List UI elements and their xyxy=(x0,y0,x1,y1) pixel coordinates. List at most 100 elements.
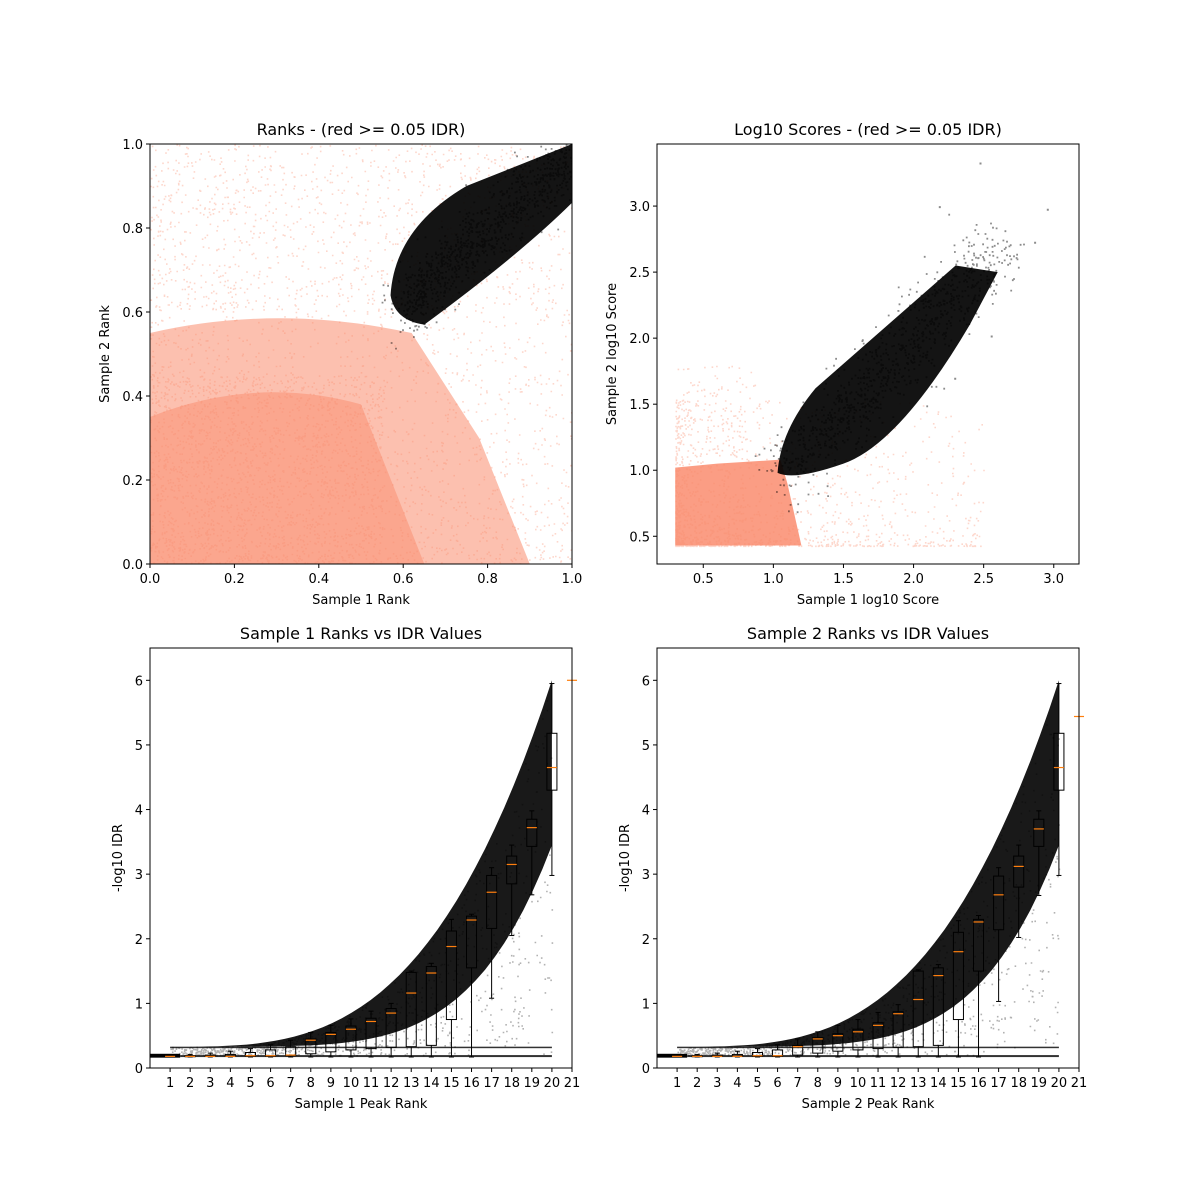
x-tick-label: 12 xyxy=(890,1076,907,1091)
x-tick-label: 10 xyxy=(343,1076,360,1091)
x-tick-label: 16 xyxy=(970,1076,987,1091)
x-axis-ticks: 0.5 1.0 1.5 2.0 2.5 3.0 xyxy=(693,564,1064,587)
chart-title: Ranks - (red >= 0.05 IDR) xyxy=(257,120,466,139)
box xyxy=(425,966,437,1046)
x-tick-label: 17 xyxy=(483,1076,500,1091)
x-tick-label: 21 xyxy=(1071,1076,1088,1091)
boxplot xyxy=(1013,844,1025,938)
axes-frame xyxy=(149,647,573,1069)
panel-sample2-idr: Sample 2 Ranks vs IDR Values 1 2 3 4 5 6 7 8 9 10… xyxy=(618,624,1087,1112)
x-tick-label: 4 xyxy=(226,1076,234,1091)
x-axis-label: Sample 1 log10 Score xyxy=(797,593,939,608)
boxplot xyxy=(486,867,498,999)
x-tick-label: 6 xyxy=(773,1076,781,1091)
below-threshold-markers xyxy=(675,365,985,548)
y-tick-label: 1.0 xyxy=(122,138,143,153)
axes-frame xyxy=(656,143,1080,565)
x-tick-label: 19 xyxy=(524,1076,541,1091)
y-axis-ticks: 0 1 2 3 4 5 6 xyxy=(135,674,150,1077)
boxplot xyxy=(305,1031,317,1058)
box xyxy=(973,918,985,972)
x-tick-label: 3 xyxy=(713,1076,721,1091)
plot-area xyxy=(675,162,1049,548)
y-tick-label: 6 xyxy=(135,674,143,689)
plot-area xyxy=(657,680,1085,1058)
box xyxy=(1013,855,1025,888)
x-tick-label: 9 xyxy=(327,1076,335,1091)
boxplot xyxy=(892,1004,904,1058)
x-axis-label: Sample 2 Peak Rank xyxy=(802,1097,935,1112)
y-tick-label: 5 xyxy=(135,739,143,754)
x-tick-label: 2.0 xyxy=(903,572,924,587)
box xyxy=(305,1038,317,1055)
axes-frame xyxy=(656,647,1080,1069)
plot-area xyxy=(150,679,578,1058)
above-threshold-density xyxy=(390,144,572,325)
box xyxy=(892,1011,904,1048)
boxplot xyxy=(445,918,457,1058)
box xyxy=(405,971,417,1048)
boxplot xyxy=(711,1052,723,1058)
x-tick-label: 1.5 xyxy=(833,572,854,587)
box xyxy=(265,1049,277,1057)
box xyxy=(445,930,457,1021)
x-tick-label: 5 xyxy=(753,1076,761,1091)
boxplot xyxy=(224,1050,236,1058)
idr-plateau-line xyxy=(170,1046,552,1049)
x-tick-label: 1 xyxy=(166,1076,174,1091)
boxplot xyxy=(973,915,985,1058)
boxplot xyxy=(952,920,964,1058)
x-tick-label: 0.4 xyxy=(308,572,329,587)
boxplot xyxy=(1053,683,1065,876)
chart-title: Log10 Scores - (red >= 0.05 IDR) xyxy=(734,120,1002,139)
x-tick-label: 4 xyxy=(733,1076,741,1091)
x-tick-label: 15 xyxy=(950,1076,967,1091)
box xyxy=(852,1028,864,1051)
x-tick-label: 17 xyxy=(990,1076,1007,1091)
x-tick-label: 18 xyxy=(1010,1076,1027,1091)
y-tick-label: 0.5 xyxy=(629,530,650,545)
y-tick-label: 2.0 xyxy=(629,332,650,347)
x-tick-label: 0.2 xyxy=(224,572,245,587)
boxplot xyxy=(932,964,944,1058)
boxplot xyxy=(244,1048,256,1058)
y-tick-label: 3 xyxy=(642,868,650,883)
box xyxy=(244,1051,256,1057)
box xyxy=(285,1046,297,1057)
boxplot xyxy=(285,1039,297,1058)
y-axis-label: -log10 IDR xyxy=(111,824,126,892)
box xyxy=(325,1031,337,1053)
box xyxy=(832,1033,844,1052)
x-tick-label: 1 xyxy=(673,1076,681,1091)
x-axis-label: Sample 1 Peak Rank xyxy=(295,1097,428,1112)
x-tick-label: 0.5 xyxy=(693,572,714,587)
boxplot xyxy=(731,1050,743,1058)
box xyxy=(772,1049,784,1057)
x-tick-label: 13 xyxy=(403,1076,420,1091)
boxplot xyxy=(184,1053,196,1058)
box xyxy=(506,855,518,885)
chart-title: Sample 2 Ranks vs IDR Values xyxy=(747,624,989,643)
boxplot xyxy=(506,844,518,937)
y-tick-label: 3 xyxy=(135,868,143,883)
panel-ranks: Ranks - (red >= 0.05 IDR) 0.0 0.2 0.4 0.6 0.… xyxy=(98,120,582,608)
boxplot xyxy=(204,1052,216,1058)
y-tick-label: 3.0 xyxy=(629,200,650,215)
box xyxy=(526,818,538,847)
panel-sample1-idr: Sample 1 Ranks vs IDR Values 1 2 3 4 5 6 7 8 9 10… xyxy=(111,624,580,1112)
x-tick-label: 5 xyxy=(246,1076,254,1091)
y-axis-label: Sample 2 Rank xyxy=(98,305,113,403)
boxplot xyxy=(325,1024,337,1058)
x-axis-ticks: 0.0 0.2 0.4 0.6 0.8 1.0 xyxy=(140,564,582,587)
boxplot xyxy=(466,913,478,1058)
y-tick-label: 2 xyxy=(642,933,650,948)
below-threshold-points xyxy=(675,365,985,548)
x-tick-label: 16 xyxy=(463,1076,480,1091)
y-tick-label: 6 xyxy=(642,674,650,689)
boxplot xyxy=(385,1002,397,1058)
y-tick-label: 1 xyxy=(642,997,650,1012)
box xyxy=(912,970,924,1048)
boxplot xyxy=(425,962,437,1058)
x-tick-label: 0.8 xyxy=(477,572,498,587)
